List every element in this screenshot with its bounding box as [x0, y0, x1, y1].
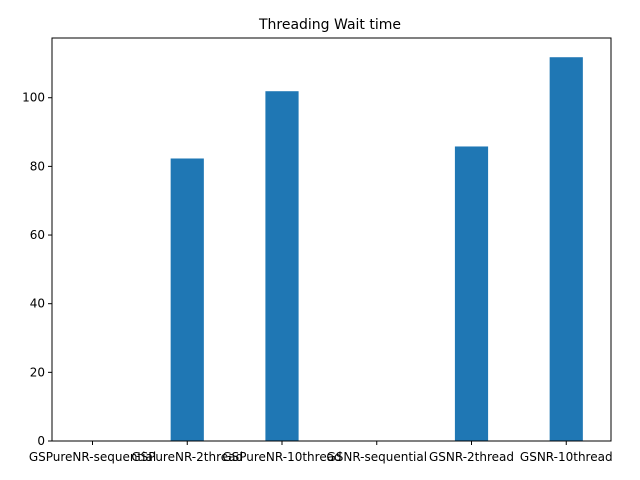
- y-tick-label: 20: [30, 365, 45, 379]
- chart-title: Threading Wait time: [258, 17, 401, 33]
- y-axis-ticks: 0 20 40 60 80 100: [22, 91, 52, 448]
- bar-GSPureNR-2thread: [170, 158, 204, 442]
- bar-GSNR-10thread: [549, 57, 583, 441]
- y-tick-label: 40: [30, 297, 45, 311]
- y-tick-label: 100: [22, 91, 45, 105]
- x-axis-ticks: GSPureNR-sequentialGSPureNR-2threadGSPur…: [29, 441, 613, 464]
- bar-GSPureNR-10thread: [265, 91, 299, 442]
- x-tick-label: GSPureNR-10thread: [222, 450, 341, 464]
- x-tick-label: GSNR-2thread: [429, 450, 514, 464]
- bars-layer: [170, 57, 583, 442]
- y-tick-label: 60: [30, 228, 45, 242]
- bar-GSNR-2thread: [454, 146, 489, 441]
- y-tick-label: 80: [30, 159, 45, 173]
- x-tick-label: GSNR-10thread: [520, 450, 613, 464]
- plot-frame: [51, 37, 612, 442]
- y-tick-label: 0: [37, 434, 45, 448]
- x-tick-label: GSPureNR-sequential: [29, 450, 156, 464]
- x-tick-label: GSPureNR-2thread: [131, 450, 243, 464]
- x-tick-label: GSNR-sequential: [326, 450, 427, 464]
